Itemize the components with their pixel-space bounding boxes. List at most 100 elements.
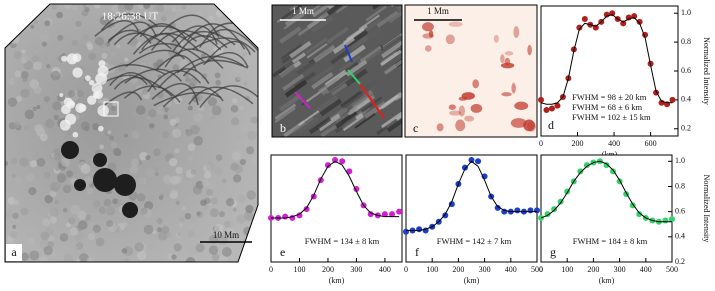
granule xyxy=(232,234,241,243)
fibril xyxy=(172,31,236,52)
fibril xyxy=(139,23,187,39)
emission xyxy=(455,119,466,132)
granule xyxy=(232,174,242,183)
panel-label: f xyxy=(415,245,419,259)
granule xyxy=(20,71,29,80)
streak xyxy=(289,40,312,59)
streak xyxy=(289,5,302,12)
granule xyxy=(21,57,27,64)
image-c xyxy=(405,5,537,137)
granule xyxy=(43,171,51,179)
sunspot xyxy=(61,141,79,159)
granule xyxy=(121,248,128,254)
x-tick-label: 300 xyxy=(350,265,362,274)
streak xyxy=(340,90,362,108)
streak xyxy=(305,37,328,54)
fibril xyxy=(155,54,198,72)
granule xyxy=(20,207,29,216)
granule xyxy=(20,88,30,98)
image-frame xyxy=(271,4,403,138)
granule xyxy=(124,57,129,62)
bright xyxy=(66,53,78,65)
y-tick-label: 0.2 xyxy=(681,124,691,133)
fit-line xyxy=(271,160,400,219)
granule xyxy=(190,169,197,175)
data-point xyxy=(581,16,588,22)
granule xyxy=(44,20,51,27)
annotation: FWHM = 102 ± 15 km xyxy=(572,112,651,122)
streak xyxy=(296,116,320,134)
granule xyxy=(175,166,183,175)
granule xyxy=(36,157,46,167)
streak xyxy=(284,79,308,98)
streak xyxy=(319,98,343,117)
granule xyxy=(161,15,167,22)
streak xyxy=(380,34,402,52)
granule xyxy=(214,167,222,176)
granule xyxy=(84,6,90,13)
streak xyxy=(284,8,308,27)
sunspot xyxy=(74,179,86,191)
granule xyxy=(80,163,91,174)
granule xyxy=(33,85,42,95)
granule xyxy=(92,224,101,233)
data-point xyxy=(389,211,396,218)
streak xyxy=(342,27,365,45)
y-tick-label: 0.4 xyxy=(675,232,685,241)
data-point xyxy=(296,212,303,219)
granule xyxy=(70,227,79,236)
data-point xyxy=(346,168,353,175)
data-point xyxy=(669,96,676,103)
granule xyxy=(106,220,114,227)
granule xyxy=(146,115,151,120)
data-point xyxy=(468,157,475,164)
sunspot xyxy=(93,153,107,167)
granule xyxy=(245,204,254,214)
granule xyxy=(214,223,224,234)
streak xyxy=(381,40,402,59)
granule xyxy=(13,199,20,206)
granule xyxy=(5,209,13,218)
granule xyxy=(207,180,217,190)
granule xyxy=(92,123,100,131)
granule xyxy=(243,81,248,86)
slit-blue xyxy=(344,44,353,63)
granule xyxy=(46,64,51,69)
granule xyxy=(101,52,108,60)
granule xyxy=(112,198,118,205)
granule xyxy=(43,56,49,61)
granule xyxy=(163,174,172,184)
emission xyxy=(504,51,514,56)
granule xyxy=(159,193,164,199)
granule xyxy=(78,253,89,262)
granule xyxy=(157,230,168,241)
granule xyxy=(238,147,247,156)
granule xyxy=(211,253,220,262)
granule xyxy=(36,105,41,110)
data-point xyxy=(548,105,555,112)
streak xyxy=(280,5,303,21)
emission xyxy=(493,34,499,43)
granule xyxy=(94,36,104,46)
annotation: FWHM = 68 ± 6 km xyxy=(572,102,643,112)
granule xyxy=(140,207,148,215)
granule xyxy=(27,13,33,20)
scale-label: 10 Mm xyxy=(213,230,239,240)
streak xyxy=(386,118,402,133)
granule xyxy=(197,11,202,16)
granule xyxy=(124,133,129,138)
fibril xyxy=(151,82,199,106)
y-tick-label: 0.2 xyxy=(675,257,685,266)
streak xyxy=(306,42,328,59)
granule xyxy=(57,34,64,41)
granule xyxy=(32,106,37,111)
annotation: FWHM = 184 ± 8 km xyxy=(573,236,648,246)
y-axis-label: Normalized Intensity xyxy=(702,37,711,105)
sunspot xyxy=(122,202,138,218)
slit-magenta xyxy=(294,91,311,109)
granule xyxy=(211,105,222,116)
granule xyxy=(127,121,137,130)
emission xyxy=(428,30,434,38)
emission xyxy=(458,96,468,101)
emission xyxy=(504,57,511,66)
